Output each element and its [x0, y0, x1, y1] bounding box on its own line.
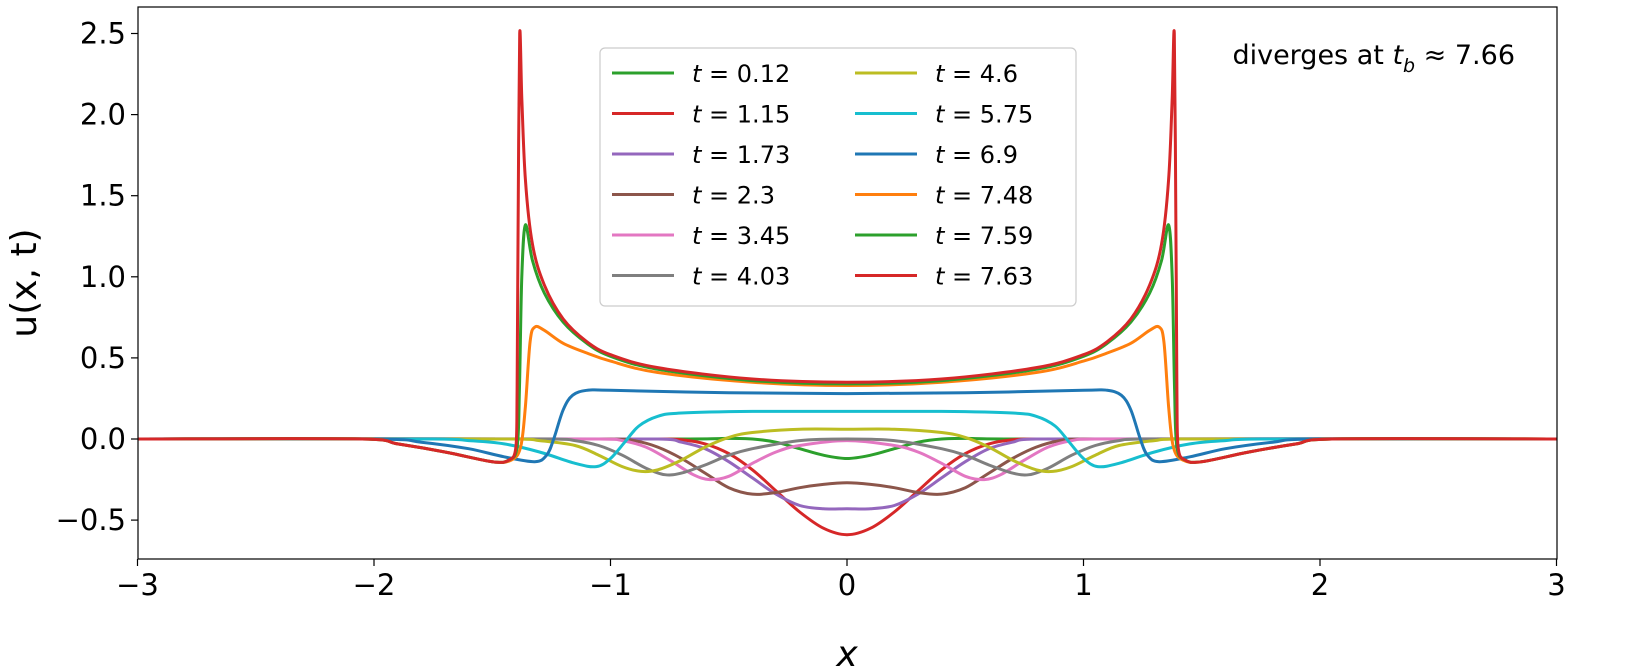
x-axis-label: x: [835, 634, 858, 671]
y-tick-label: 2.0: [80, 98, 126, 132]
legend-label: t = 7.59: [935, 222, 1033, 250]
x-tick-label: −3: [116, 568, 159, 602]
divergence-annotation: diverges at tb ≈ 7.66: [1232, 40, 1515, 77]
y-tick-label: 2.5: [80, 17, 126, 51]
legend-label: t = 4.03: [692, 263, 790, 291]
legend: t = 0.12 t = 1.15 t = 1.73 t = 2.3 t = 3.45 t…: [599, 47, 1077, 307]
x-tick-label: 1: [1074, 568, 1092, 602]
legend-label: t = 2.3: [692, 182, 775, 210]
legend-label: t = 0.12: [692, 60, 790, 88]
x-tick-label: −2: [353, 568, 396, 602]
x-tick-label: −1: [589, 568, 632, 602]
series-line-0-12: [137, 436, 1557, 460]
x-tick-label: 3: [1547, 568, 1565, 602]
y-tick-label: 1.0: [80, 260, 126, 294]
series-line-4-6: [137, 427, 1557, 474]
x-tick-label: 0: [838, 568, 856, 602]
legend-label: t = 6.9: [935, 141, 1018, 169]
series-line-5-75: [137, 409, 1557, 469]
legend-label: t = 3.45: [692, 222, 790, 250]
series-line-3-45: [137, 437, 1557, 482]
legend-label: t = 5.75: [935, 101, 1033, 129]
y-axis-label: u(x, t): [4, 228, 45, 337]
axis-ticks: −3 −2 −1 0 1 2 3 −0.5 0.0 0.5 1.0 1.5 2.0 2.5: [56, 17, 1566, 603]
series-line-6-9: [137, 388, 1557, 464]
legend-label: t = 1.73: [692, 141, 790, 169]
series-line-2-3: [137, 437, 1557, 496]
x-tick-label: 2: [1311, 568, 1329, 602]
series-line-1-15: [137, 437, 1557, 537]
legend-box: [599, 47, 1077, 307]
series-line-4-03: [137, 437, 1557, 477]
legend-label: t = 7.48: [935, 182, 1033, 210]
series-line-7-63: [137, 29, 1557, 464]
y-tick-label: 1.5: [80, 179, 126, 213]
series-line-1-73: [137, 437, 1557, 511]
series-lines: [137, 29, 1557, 537]
y-tick-label: 0.0: [80, 422, 126, 456]
legend-label: t = 1.15: [692, 101, 790, 129]
legend-label: t = 4.6: [935, 60, 1018, 88]
y-tick-label: 0.5: [80, 341, 126, 375]
y-tick-label: −0.5: [56, 503, 126, 537]
legend-label: t = 7.63: [935, 263, 1033, 291]
